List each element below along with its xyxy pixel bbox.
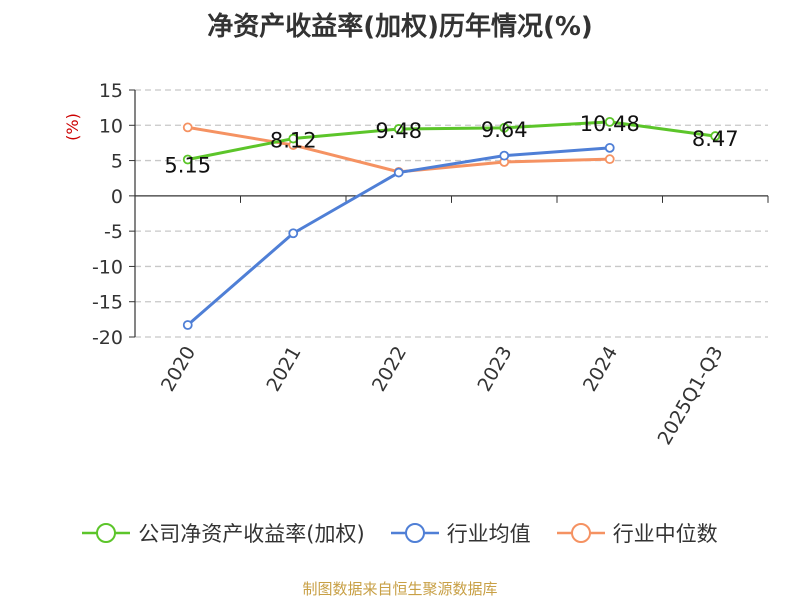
x-tick-label: 2020 [157, 343, 200, 396]
legend-item: 行业均值 [390, 518, 531, 548]
legend: 公司净资产收益率(加权) 行业均值 行业中位数 [0, 518, 800, 548]
data-point [182, 320, 193, 330]
data-point [710, 131, 721, 141]
data-point [604, 142, 615, 153]
data-point [393, 124, 404, 134]
x-tick-label: 2022 [368, 343, 411, 396]
data-label: 10.48 [580, 112, 640, 136]
series [182, 116, 721, 330]
data-labels: 5.15 8.12 9.48 9.64 10.48 8.47 [164, 112, 738, 178]
x-tick-label: 2021 [262, 343, 305, 396]
data-point [393, 167, 404, 178]
legend-label: 行业中位数 [612, 522, 718, 546]
data-label: 8.12 [270, 129, 317, 153]
x-tick-label: 2023 [473, 343, 516, 396]
data-label: 9.64 [481, 118, 528, 142]
data-label: 8.47 [692, 127, 739, 151]
data-point [288, 133, 299, 144]
grid-lines [135, 89, 768, 338]
x-tick-label: 2024 [579, 343, 622, 396]
legend-swatch [556, 523, 605, 543]
y-tick-label: -15 [92, 292, 123, 314]
chart-title: 净资产收益率(加权)历年情况(%) [207, 12, 593, 42]
axes: 15 10 5 0 -5 -10 -15 -20 2020 2021 2022 2023 2024 202… [92, 80, 769, 449]
y-tick-label: -20 [92, 327, 123, 349]
data-point [604, 154, 615, 165]
legend-swatch [82, 523, 131, 543]
source-note: 制图数据来自恒生聚源数据库 [302, 580, 498, 598]
y-tick-label: 5 [111, 151, 123, 173]
legend-item: 行业中位数 [556, 518, 718, 548]
legend-label: 行业均值 [446, 522, 531, 546]
data-point [288, 228, 299, 239]
data-point [604, 116, 615, 127]
data-point [499, 150, 510, 161]
y-tick-label: 10 [99, 115, 123, 137]
legend-label: 公司净资产收益率(加权) [138, 522, 365, 546]
y-tick-label: 0 [111, 186, 123, 208]
series-line [187, 120, 716, 161]
y-axis-label: (%) [63, 113, 82, 141]
data-label: 5.15 [164, 154, 211, 178]
x-tick-label: 2025Q1-Q3 [654, 343, 728, 449]
data-point [182, 122, 193, 133]
data-label: 9.48 [375, 119, 422, 143]
y-tick-label: 15 [99, 80, 123, 102]
legend-item: 公司净资产收益率(加权) [82, 518, 365, 548]
data-point [499, 122, 510, 133]
y-tick-label: -10 [92, 256, 123, 278]
legend-swatch [390, 523, 439, 543]
data-point [182, 154, 193, 165]
y-tick-label: -5 [104, 221, 123, 243]
